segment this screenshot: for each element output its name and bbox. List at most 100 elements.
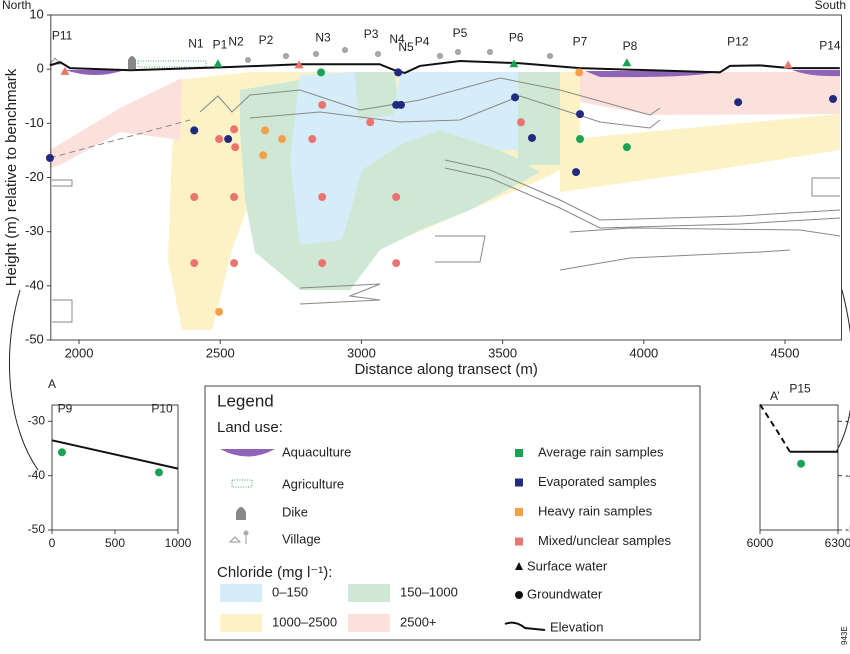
groundwater-sample — [829, 94, 838, 103]
outline — [444, 167, 841, 229]
site-label: P12 — [727, 34, 749, 48]
groundwater-sample — [57, 448, 66, 457]
site-label: P5 — [453, 26, 468, 40]
zone-150-1000 — [515, 72, 560, 165]
dashed-boundary — [49, 119, 191, 159]
site-label: N4 — [389, 32, 405, 46]
site-label: P10 — [151, 402, 173, 416]
legend-label: Average rain samples — [538, 444, 664, 459]
x-tick-label: 6300 — [825, 536, 850, 550]
y-tick-label: -50 — [25, 331, 44, 346]
groundwater-sample — [230, 193, 239, 201]
groundwater-sample — [278, 135, 287, 144]
y-tick-label: -40 — [28, 468, 46, 482]
y-tick-label: -30 — [28, 413, 46, 427]
outline — [559, 249, 791, 271]
outline — [52, 179, 73, 187]
zone-2500 — [50, 78, 182, 168]
groundwater-sample — [392, 193, 401, 201]
agriculture-symbol — [231, 479, 253, 488]
outline — [249, 95, 661, 129]
legend-title: Legend — [217, 391, 274, 410]
plot-frame — [759, 404, 839, 531]
connector-arrow — [9, 289, 39, 471]
groundwater-sample — [261, 126, 270, 135]
x-tick-label: 3500 — [488, 345, 517, 360]
legend-label: Mixed/unclear samples — [538, 533, 671, 548]
zone-1000-2500 — [560, 114, 840, 192]
y-tick-label: -50 — [28, 522, 46, 536]
groundwater-sample — [527, 133, 536, 142]
chloride-swatch — [220, 584, 262, 602]
groundwater-sample — [317, 68, 326, 77]
outline — [811, 177, 840, 197]
y-tick-label: -10 — [25, 115, 44, 130]
lithology-outlines — [49, 77, 841, 323]
outline — [435, 235, 486, 263]
legend-heading: Land use: — [217, 419, 283, 436]
groundwater-sample — [318, 259, 327, 268]
zone-2500 — [580, 72, 840, 115]
groundwater-sample — [392, 259, 401, 268]
village-symbol — [243, 530, 249, 536]
groundwater-sample — [230, 259, 239, 268]
legend-label: Agriculture — [282, 476, 344, 491]
groundwater-sample — [576, 135, 585, 144]
groundwater-sample — [394, 68, 403, 77]
inset-title: A — [48, 377, 56, 391]
aquaculture — [585, 71, 720, 78]
x-tick-label: 4500 — [771, 345, 800, 360]
groundwater-sample — [190, 126, 199, 135]
dike-symbol — [236, 507, 246, 520]
outline — [569, 227, 841, 237]
site-label: P9 — [58, 402, 73, 416]
outline — [444, 159, 841, 221]
y-tick-label: -40 — [845, 468, 850, 482]
surface-water-sample — [60, 66, 70, 75]
groundwater-sample — [797, 459, 806, 468]
x-tick-label: 2000 — [65, 345, 94, 360]
elevation-symbol — [504, 621, 546, 631]
site-label: N5 — [398, 40, 414, 54]
legend-swatch — [515, 449, 523, 457]
y-tick-label: 10 — [29, 6, 43, 21]
legend-label: Evaporated samples — [538, 474, 657, 489]
outline — [299, 283, 381, 305]
groundwater-sample — [576, 110, 585, 119]
y-tick-label: -30 — [25, 223, 44, 238]
x-tick-label: 4000 — [629, 345, 658, 360]
x-tick-label: 6000 — [747, 536, 774, 550]
site-label: P2 — [259, 33, 274, 47]
elevation-line — [49, 60, 840, 75]
outline — [52, 299, 73, 323]
legend-label: Dike — [282, 504, 308, 519]
legend-swatch — [515, 537, 523, 546]
village-symbol — [228, 534, 247, 544]
groundwater-sample — [572, 168, 581, 177]
villages — [245, 47, 553, 63]
triangle-symbol — [515, 562, 523, 570]
surface-water-sample — [783, 60, 793, 69]
chloride-swatch — [348, 614, 390, 632]
groundwater-sample — [215, 307, 224, 316]
x-tick-label: 3000 — [347, 345, 376, 360]
legend-label: 2500+ — [400, 614, 437, 629]
x-axis-label: Distance along transect (m) — [354, 361, 537, 378]
outline — [199, 77, 661, 116]
y-tick-label: -20 — [25, 169, 44, 184]
dike — [128, 56, 136, 69]
legend-label: 1000–2500 — [272, 614, 337, 629]
surface-water-sample — [622, 58, 632, 67]
y-tick-label: -50 — [845, 522, 850, 536]
chloride-zones — [50, 72, 840, 330]
legend-label: Elevation — [550, 619, 603, 634]
y-tick-label: -40 — [25, 277, 44, 292]
chloride-swatch — [220, 614, 262, 632]
groundwater-sample — [516, 118, 525, 127]
x-tick-label: 2500 — [206, 345, 235, 360]
groundwater-sample — [622, 143, 631, 152]
aquaculture-symbol — [220, 449, 275, 457]
groundwater-sample — [45, 154, 54, 162]
x-tick-label: 1000 — [165, 536, 192, 550]
